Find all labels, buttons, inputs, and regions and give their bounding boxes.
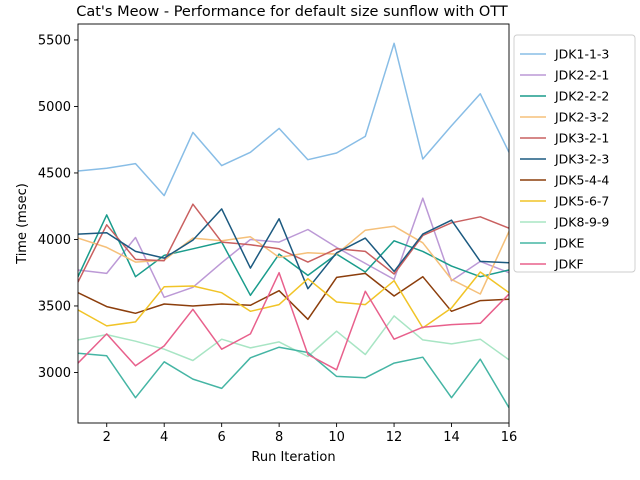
x-axis-label: Run Iteration: [251, 450, 335, 465]
legend-label-5: JDK3-2-3: [554, 152, 609, 167]
x-tick-label: 16: [501, 430, 518, 445]
y-tick-label: 5500: [38, 33, 71, 48]
legend-label-7: JDK5-6-7: [554, 194, 609, 209]
legend-label-2: JDK2-2-2: [554, 89, 609, 104]
series-line-6: [78, 272, 509, 321]
legend-label-4: JDK3-2-1: [554, 131, 609, 146]
legend-label-6: JDK5-4-4: [554, 173, 609, 188]
x-tick-label: 2: [103, 430, 111, 445]
plot-frame: [77, 23, 510, 424]
series-line-1: [78, 197, 509, 299]
legend-label-3: JDK2-3-2: [554, 110, 609, 125]
y-tick-label: 3000: [38, 366, 71, 381]
legend-frame: [513, 34, 636, 273]
y-tick-label: 4000: [38, 233, 71, 248]
series-line-7: [78, 271, 509, 329]
x-tick-label: 8: [275, 430, 283, 445]
legend-label-1: JDK2-2-1: [554, 68, 609, 83]
x-tick-label: 4: [160, 430, 168, 445]
x-tick-label: 14: [443, 430, 460, 445]
series-line-5: [78, 208, 509, 290]
chart-title: Cat's Meow - Performance for default siz…: [76, 4, 508, 20]
x-tick-label: 10: [328, 430, 345, 445]
series-line-10: [78, 271, 509, 371]
series-line-2: [78, 214, 509, 297]
legend-label-9: JDKE: [554, 236, 585, 251]
legend-label-8: JDK8-9-9: [554, 215, 609, 230]
y-axis-label: Time (msec): [15, 183, 30, 265]
legend: JDK1-1-3 JDK2-2-1 JDK2-2-2 JDK2-3-2 JDK3-2-1…: [513, 34, 636, 273]
series-line-9: [78, 346, 509, 409]
y-axis: 3000 3500 4000 4500 5000 5500: [38, 33, 78, 381]
legend-label-10: JDKF: [554, 257, 584, 272]
y-tick-label: 3500: [38, 299, 71, 314]
series-line-0: [78, 42, 509, 197]
x-axis: 2 4 6 8 10 12 14 16: [103, 423, 518, 445]
x-tick-label: 12: [386, 430, 403, 445]
y-tick-label: 4500: [38, 166, 71, 181]
y-tick-label: 5000: [38, 100, 71, 115]
series-lines: [78, 42, 509, 409]
legend-label-0: JDK1-1-3: [554, 47, 609, 62]
x-tick-label: 6: [218, 430, 226, 445]
